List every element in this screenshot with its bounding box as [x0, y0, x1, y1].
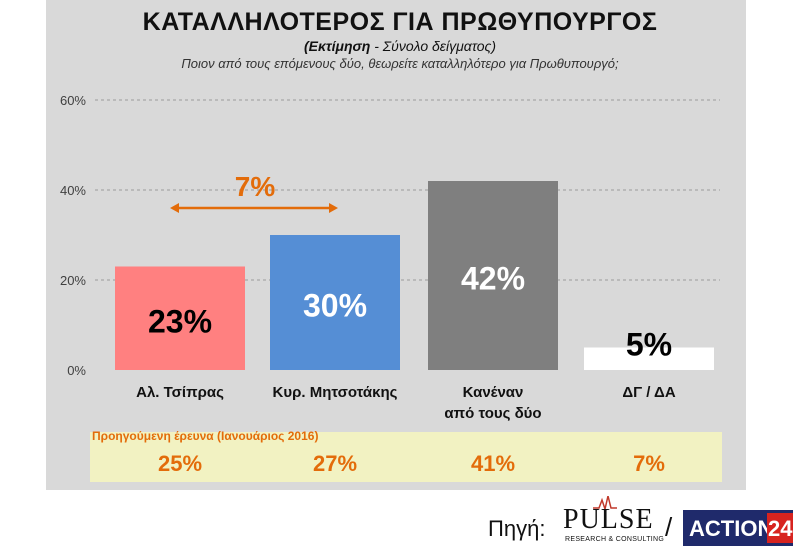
bar-value-label: 42% [461, 261, 525, 297]
action24-logo-number: 24 [768, 516, 793, 541]
difference-arrow-left-icon [170, 203, 179, 213]
source-separator: / [665, 512, 673, 542]
y-tick-label: 20% [60, 273, 86, 288]
bar-3 [428, 181, 558, 370]
previous-survey-band [90, 432, 722, 482]
pulse-logo-word: PULSE [563, 504, 654, 535]
action24-logo: ACTION 24 [683, 510, 793, 546]
difference-annotation: 7% [235, 171, 276, 202]
chart-title: ΚΑΤΑΛΛΗΛΟΤΕΡΟΣ ΓΙΑ ΠΡΩΘΥΠΟΥΡΓΟΣ [142, 8, 658, 36]
difference-arrow-right-icon [329, 203, 338, 213]
bar-4 [584, 347, 714, 370]
category-label: Κυρ. Μητσοτάκης [273, 384, 398, 401]
y-tick-label: 0% [67, 363, 86, 378]
action24-logo-badge: 24 [767, 513, 793, 543]
previous-value-2: 27% [312, 451, 358, 476]
bar-value-label: 23% [148, 303, 212, 339]
source-label: Πηγή: [488, 516, 546, 541]
y-tick-label: 60% [60, 93, 86, 108]
bar-value-label: 5% [626, 327, 672, 363]
chart-subtitle: (Εκτίμηση - Σύνολο δείγματος) [0, 38, 800, 54]
bar-2 [270, 235, 400, 370]
bar-chart: 0% 20% 40% 60% 23% Αλ. Τσίπρας 30% Κυρ. Μητσοτά… [60, 93, 720, 422]
survey-question: Ποιον από τους επόμενους δύο, θεωρείτε κ… [181, 56, 619, 71]
category-label: ΔΓ / ΔΑ [622, 384, 676, 401]
previous-value-3: 41% [470, 451, 516, 476]
previous-value-1: 25% [157, 451, 203, 476]
subtitle-rest: - Σύνολο δείγματος) [370, 38, 497, 54]
action24-logo-word: ACTION [689, 516, 774, 541]
previous-survey-label: Προηγούμενη έρευνα (Ιανουάριος 2016) [92, 429, 319, 443]
category-label: από τους δύο [444, 405, 541, 422]
category-label: Κανέναν [463, 384, 524, 401]
bar-1 [115, 266, 245, 370]
pulse-heartbeat-icon [593, 496, 617, 510]
y-tick-label: 40% [60, 183, 86, 198]
pulse-logo: PULSE RESEARCH & CONSULTING [563, 496, 664, 544]
category-label: Αλ. Τσίπρας [136, 384, 224, 401]
bar-value-label: 30% [303, 288, 367, 324]
previous-value-4: 7% [633, 451, 665, 476]
pulse-logo-subtitle: RESEARCH & CONSULTING [565, 536, 665, 543]
subtitle-bold: (Εκτίμηση [303, 38, 371, 54]
